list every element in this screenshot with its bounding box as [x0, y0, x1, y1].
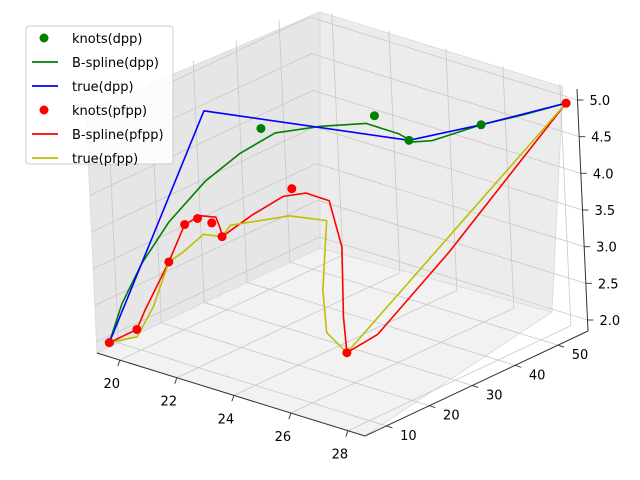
knot-point [561, 98, 571, 108]
y-gridline [107, 100, 387, 427]
knot-point [369, 111, 379, 121]
legend-frame [25, 25, 174, 165]
knot-point [476, 120, 486, 130]
y-tick-label: 20 [443, 409, 460, 424]
knot-point [207, 218, 217, 228]
x-tick-mark [117, 359, 121, 367]
z-gridline [96, 236, 588, 343]
y-gridline [192, 60, 473, 386]
z-gridline [92, 163, 585, 270]
z-tick-label: 5.0 [590, 94, 611, 109]
x-tick-label: 28 [332, 448, 349, 463]
knot-point [217, 232, 227, 242]
pane-back-wall [319, 11, 564, 313]
y-tick-label: 30 [486, 389, 503, 404]
z-tick-label: 3.0 [596, 241, 617, 256]
legend-label: knots(pfpp) [72, 104, 147, 119]
y-gridline [278, 20, 559, 346]
knot-point [287, 184, 297, 194]
y-tick-mark [386, 425, 393, 429]
series-line-B-spline-dpp [108, 102, 567, 343]
knot-point [180, 220, 190, 230]
x-gridline [176, 30, 401, 379]
z-gridline [94, 199, 586, 306]
z-axis-line [576, 88, 589, 332]
legend-label: true(pfpp) [72, 152, 138, 167]
x-gridline [233, 48, 458, 396]
x-tick-label: 26 [275, 430, 292, 445]
knot-point [104, 338, 114, 348]
z-tick-label: 4.5 [591, 131, 612, 146]
x-tick-mark [288, 412, 292, 420]
y-tick-mark [514, 364, 522, 368]
series-layer [104, 98, 571, 358]
y-tick-mark [557, 344, 565, 348]
legend-marker [39, 33, 49, 43]
axes: 20 22 24 26 28 10 20 30 40 50 2.0 2.5 3.0 3.5 4.0 4.5 5.… [96, 88, 621, 463]
y-axis-line [364, 330, 589, 437]
z-tick-label: 3.5 [595, 204, 616, 219]
y-gridline [235, 40, 516, 366]
x-tick-mark [174, 377, 178, 384]
x-tick-mark [345, 430, 349, 437]
x-axis-line [96, 352, 366, 437]
x-tick-label: 24 [218, 412, 235, 427]
y-tick-mark [429, 405, 436, 409]
y-tick-label: 10 [400, 429, 417, 444]
knot-point [404, 135, 414, 145]
x-tick-label: 20 [104, 377, 121, 392]
legend-marker [39, 105, 49, 115]
legend: knots(dpp) B-spline(dpp) true(dpp) knots(pf… [25, 25, 174, 167]
x-tick-label: 22 [161, 395, 178, 410]
z-tick-label: 4.0 [593, 167, 614, 182]
knot-point [164, 257, 174, 267]
knot-point [193, 214, 203, 224]
y-tick-mark [472, 385, 479, 388]
x-tick-mark [231, 395, 235, 402]
z-tick-label: 2.5 [598, 277, 619, 292]
legend-label: knots(dpp) [72, 32, 143, 47]
legend-label: true(dpp) [72, 80, 134, 95]
legend-label: B-spline(dpp) [72, 56, 159, 71]
series-line-B-spline-pfpp [108, 102, 567, 354]
x-gridline [347, 83, 572, 432]
grid-lines [86, 13, 588, 432]
knot-point [342, 348, 352, 358]
knot-point [132, 324, 142, 334]
knot-point [256, 123, 266, 133]
legend-label: B-spline(pfpp) [72, 128, 164, 143]
y-tick-label: 50 [572, 348, 589, 363]
z-tick-label: 2.0 [600, 314, 621, 329]
x-gridline [290, 66, 515, 414]
y-tick-label: 40 [529, 368, 546, 383]
